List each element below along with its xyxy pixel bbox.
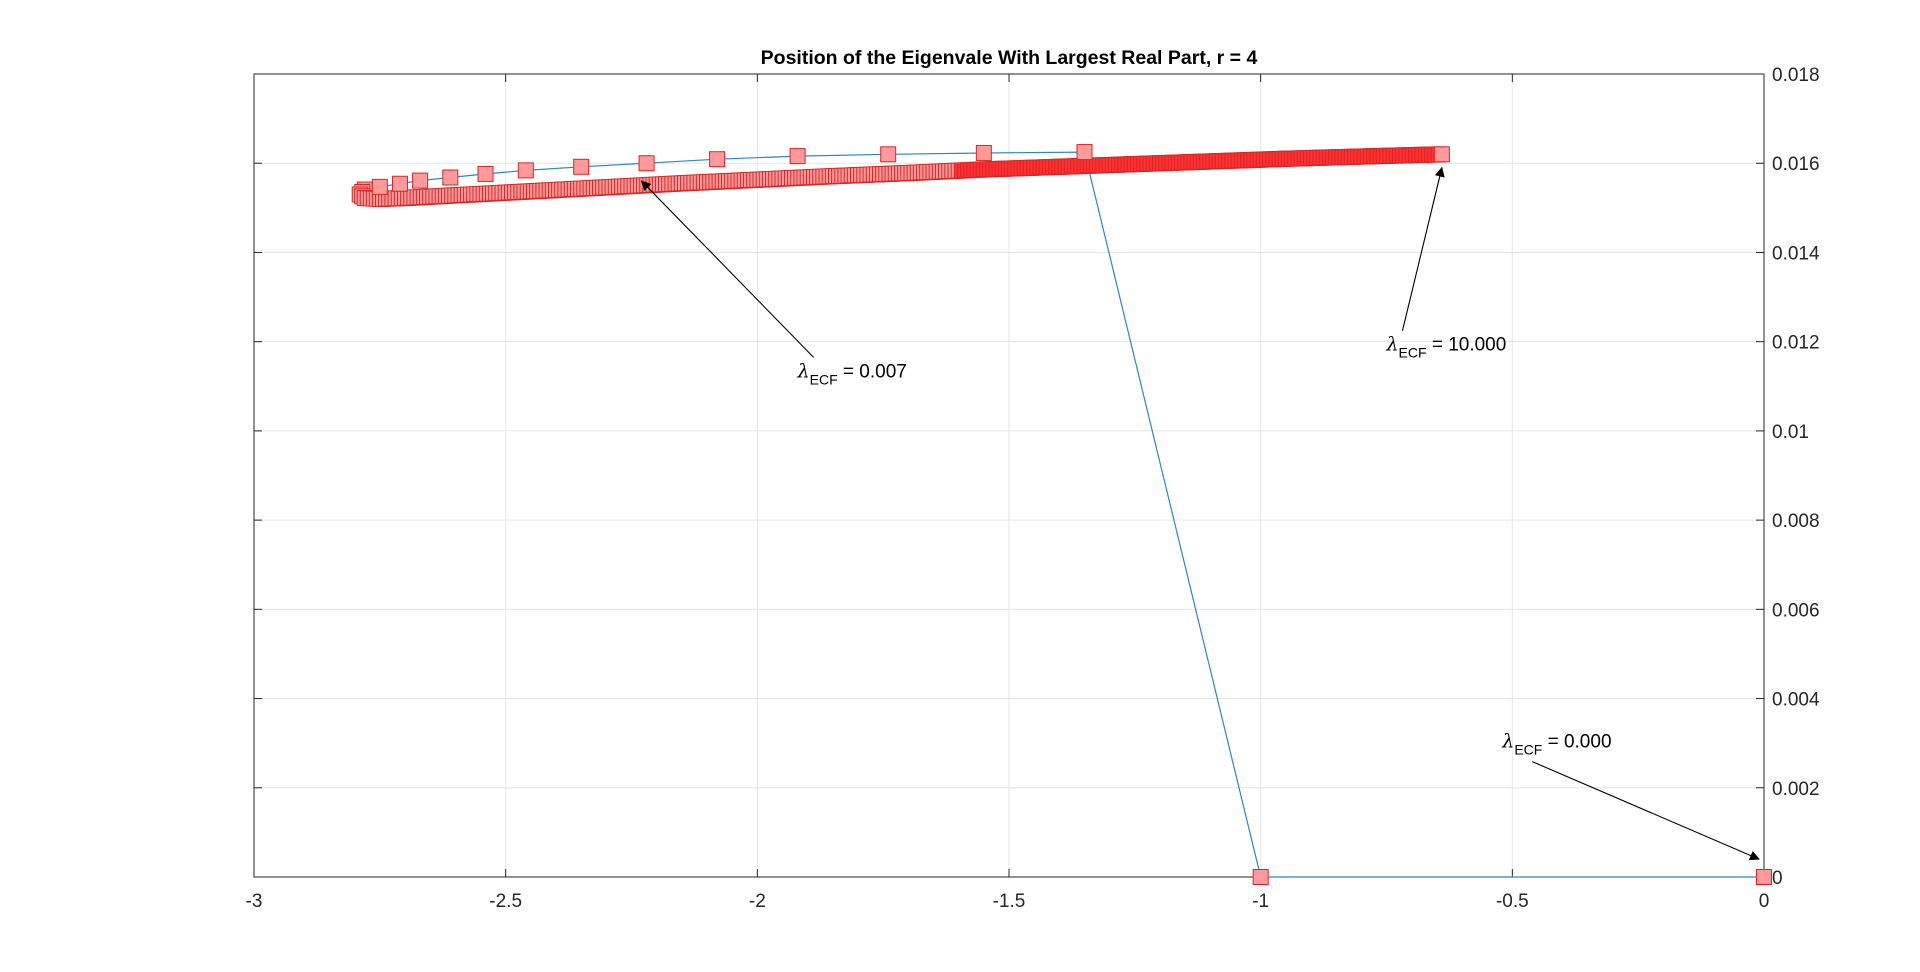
y-tick-label: 0.006 (1772, 600, 1820, 621)
annotation-label: λECF = 0.007 (797, 360, 907, 387)
data-marker (1076, 144, 1093, 161)
annotation-arrow (1401, 166, 1445, 331)
data-marker (517, 162, 534, 179)
data-marker (412, 172, 429, 189)
data-marker (371, 178, 388, 195)
data-marker (709, 151, 726, 168)
x-tick-label: -2.5 (489, 891, 522, 912)
x-tick-label: -1 (1252, 891, 1269, 912)
annotation-arrow (1532, 761, 1760, 861)
data-marker (880, 146, 897, 163)
y-tick-labels: 0.002 0.004 0.006 0.008 0.01 0.012 0.014 0.016 0… (1772, 65, 1820, 889)
data-marker (477, 165, 494, 182)
y-tick-label: 0.004 (1772, 690, 1820, 711)
y-tick-label: 0.018 (1772, 65, 1820, 86)
y-tick-label: 0 (1772, 868, 1783, 889)
annotation-label: λECF = 10.000 (1386, 334, 1507, 361)
data-marker (638, 155, 655, 172)
data-marker (975, 144, 992, 161)
data-marker (391, 175, 408, 192)
x-tick-label: -1.5 (993, 891, 1026, 912)
annotation-arrow (640, 180, 814, 358)
y-tick-label: 0.002 (1772, 779, 1820, 800)
annotations: λECF = 0.007 λECF = 10.000 λECF = 0.000 (640, 166, 1760, 861)
y-tick-label: 0.01 (1772, 422, 1809, 443)
series-line (358, 151, 1764, 878)
x-tick-label: 0 (1759, 891, 1770, 912)
y-tick-label: 0.016 (1772, 154, 1820, 175)
data-marker (1252, 869, 1269, 885)
data-marker (1756, 869, 1772, 885)
y-tick-label: 0.012 (1772, 333, 1820, 354)
chart-title: Position of the Eigenvale With Largest R… (761, 47, 1258, 69)
data-marker (1433, 146, 1450, 163)
y-tick-label: 0.008 (1772, 511, 1820, 532)
data-marker (442, 169, 459, 186)
data-marker (789, 148, 806, 165)
series-markers (351, 144, 1772, 885)
x-tick-label: -0.5 (1496, 891, 1529, 912)
x-tick-labels: -3 -2.5 -2 -1.5 -1 -0.5 0 (246, 891, 1770, 912)
x-tick-label: -3 (246, 891, 263, 912)
x-tick-label: -2 (749, 891, 766, 912)
annotation-label: λECF = 0.000 (1501, 731, 1611, 758)
data-marker (573, 158, 590, 175)
y-tick-label: 0.014 (1772, 243, 1820, 264)
